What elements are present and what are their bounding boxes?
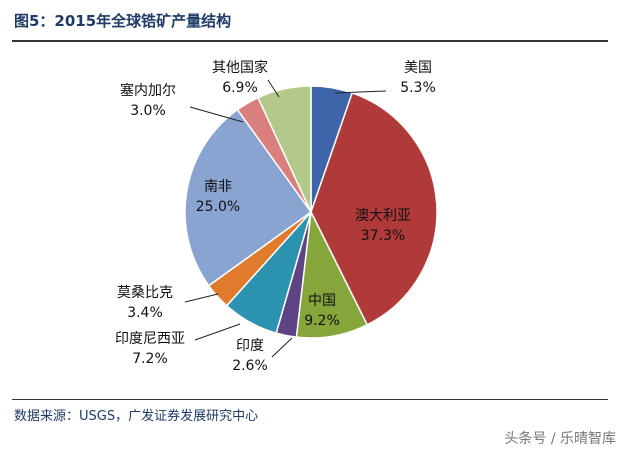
pie-slice-1: [310, 91, 438, 326]
slice-label-value-7: 3.0%: [130, 103, 166, 119]
slice-label-name-6: 南非: [204, 179, 232, 195]
top-rule: [12, 40, 608, 42]
leader-line-4: [194, 323, 241, 341]
slice-label-name-7: 塞内加尔: [120, 82, 176, 99]
pie-slice-8: [257, 85, 312, 213]
slice-label-name-5: 莫桑比克: [117, 285, 173, 301]
leader-line-7: [189, 106, 244, 123]
slice-label-name-2: 中国: [308, 293, 336, 309]
slice-label-value-4: 7.2%: [132, 351, 168, 367]
bottom-rule: [12, 399, 608, 400]
leader-line-8: [267, 79, 280, 98]
slice-label-name-3: 印度: [236, 338, 264, 354]
slice-label-value-0: 5.3%: [400, 80, 436, 96]
slice-label-value-2: 9.2%: [304, 313, 340, 329]
slice-label-value-3: 2.6%: [232, 358, 268, 374]
slice-label-value-1: 37.3%: [361, 228, 405, 244]
source-note: 数据来源：USGS，广发证券发展研究中心: [14, 409, 259, 424]
watermark: 头条号 / 乐晴智库: [504, 431, 616, 447]
leader-line-5: [184, 293, 219, 303]
chart-title: 图5：2015年全球锆矿产量结构: [14, 12, 232, 30]
slice-label-name-8: 其他国家: [212, 59, 268, 76]
slice-label-name-4: 印度尼西亚: [115, 331, 185, 347]
leader-line-0: [334, 90, 387, 94]
pie-slice-6: [184, 108, 313, 287]
slice-label-name-0: 美国: [404, 60, 432, 76]
leader-line-3: [271, 337, 293, 358]
slice-label-value-5: 3.4%: [127, 305, 163, 321]
slice-label-name-1: 澳大利亚: [355, 208, 411, 224]
slice-label-value-6: 25.0%: [196, 199, 240, 215]
slice-label-value-8: 6.9%: [222, 80, 258, 96]
